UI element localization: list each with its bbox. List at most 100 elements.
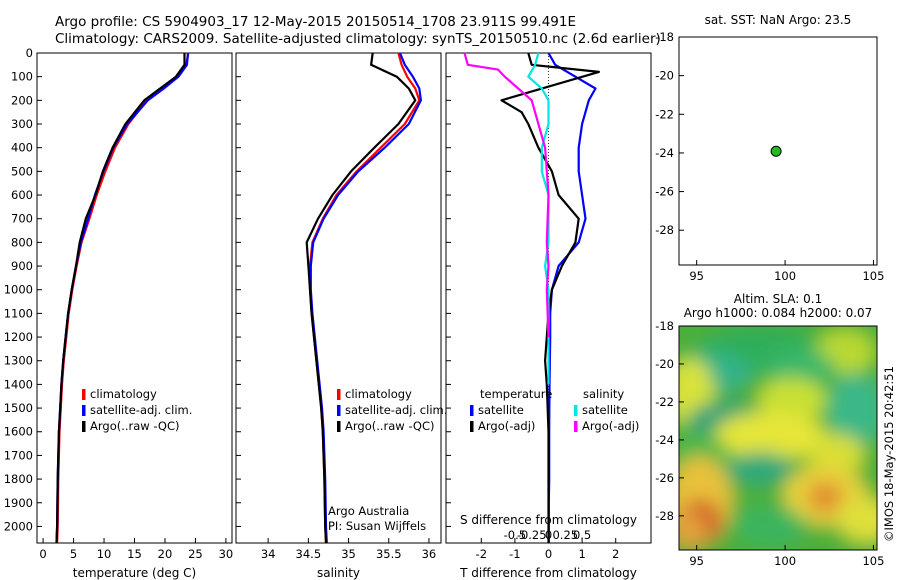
difference-legend-swatch — [574, 405, 578, 416]
difference-legend-label: satellite — [582, 403, 628, 417]
difference-xtick-label: 1 — [578, 547, 585, 561]
sla-heatmap-blob — [726, 452, 794, 484]
difference-s-tick-label: 0.5 — [573, 528, 591, 542]
temperature-ytick-label: 500 — [11, 164, 33, 178]
temperature-ytick-label: 100 — [11, 70, 33, 84]
salinity-legend-swatch — [337, 421, 341, 432]
sla_map-xtick-label: 95 — [689, 554, 704, 568]
sla-heatmap-blob — [679, 512, 708, 548]
salinity-xlabel: salinity — [317, 566, 360, 580]
timestamp-watermark: ©IMOS 18-May-2015 20:42:51 — [882, 366, 896, 542]
difference-legend-label: Argo(-adj) — [478, 419, 535, 433]
salinity-legend-label: Argo(..raw -QC) — [345, 419, 435, 433]
difference-s-tick-label: -0.25 — [517, 528, 547, 542]
salinity-series-0 — [308, 52, 421, 544]
temperature-xtick-label: 25 — [188, 547, 203, 561]
sla-heatmap-blob — [838, 498, 877, 542]
temperature-xtick-label: 10 — [97, 547, 112, 561]
sla_map-ytick-label: -24 — [655, 433, 674, 447]
temperature-ytick-label: 1200 — [4, 330, 33, 344]
sla_map-ytick-label: -20 — [655, 357, 674, 371]
sla-heatmap-blob — [828, 374, 877, 446]
sst-map-title: sat. SST: NaN Argo: 23.5 — [705, 13, 852, 27]
difference-legend-swatch — [574, 421, 578, 432]
salinity-xtick-label: 34 — [261, 547, 276, 561]
salinity-xtick-label: 34.5 — [296, 547, 322, 561]
temperature-frame — [36, 52, 233, 544]
difference-s-tick-label: 0.25 — [552, 528, 578, 542]
sst_map-ytick-label: -18 — [655, 30, 674, 44]
sla_map-ytick-label: -28 — [655, 509, 674, 523]
temperature-ytick-label: 1700 — [4, 448, 33, 462]
temperature-ytick-label: 1500 — [4, 401, 33, 415]
sla-map-title-line-1: Altim. SLA: 0.1 — [734, 292, 822, 306]
difference-xtick-label: -1 — [509, 547, 520, 561]
sla_map-ytick-label: -26 — [655, 471, 674, 485]
sla-map-title-line-2: Argo h1000: 0.084 h2000: 0.07 — [684, 306, 873, 320]
temperature-ytick-label: 300 — [11, 117, 33, 131]
difference-legend-heading: temperature — [480, 387, 552, 401]
temperature-ytick-label: 1400 — [4, 377, 33, 391]
difference-legend-label: satellite — [478, 403, 524, 417]
temperature-ytick-label: 1600 — [4, 425, 33, 439]
temperature-ytick-label: 900 — [11, 259, 33, 273]
temperature-series-1 — [55, 52, 190, 544]
sst_map-xtick-label: 100 — [774, 269, 796, 283]
salinity-legend-swatch — [337, 405, 341, 416]
temperature-ytick-label: 1100 — [4, 306, 33, 320]
difference-legend-swatch — [470, 421, 474, 432]
sla_map-frame — [678, 325, 878, 551]
salinity-legend-label: climatology — [345, 387, 412, 401]
temperature-legend-swatch — [82, 421, 86, 432]
salinity-panel: 34 34.5 35 35.5 36 salinity climatology satelli… — [235, 52, 447, 580]
difference-series-3 — [463, 52, 550, 338]
salinity-xtick-label: 35 — [341, 547, 356, 561]
sla-heatmap-blob — [714, 412, 826, 460]
temperature-ytick-label: 2000 — [4, 519, 33, 533]
difference-xtick-label: -2 — [476, 547, 487, 561]
sla_map-ytick-label: -22 — [655, 395, 674, 409]
temperature-xlabel: temperature (deg C) — [73, 566, 196, 580]
temperature-ytick-label: 800 — [11, 235, 33, 249]
temperature-ytick-label: 1900 — [4, 496, 33, 510]
temperature-xtick-label: 30 — [219, 547, 234, 561]
float-position-marker — [770, 145, 782, 157]
difference-top-label: S difference from climatology — [460, 513, 637, 527]
header-line-1: Argo profile: CS 5904903_17 12-May-2015 … — [55, 14, 576, 30]
difference-legend-label: Argo(-adj) — [582, 419, 639, 433]
temperature-xtick-label: 15 — [127, 547, 142, 561]
sla-heatmap-blob — [734, 506, 806, 546]
temperature-series-2 — [55, 53, 186, 544]
difference-xlabel: T difference from climatology — [459, 566, 637, 580]
salinity-series-2 — [305, 52, 417, 544]
sla-heatmap-field — [679, 326, 877, 550]
salinity-xtick-label: 35.5 — [376, 547, 402, 561]
difference-s-tick-label: -0.5 — [504, 528, 526, 542]
temperature-ytick-label: 700 — [11, 212, 33, 226]
difference-s-tick-label: 0 — [545, 528, 552, 542]
sst_map-ytick-label: -20 — [655, 69, 674, 83]
temperature-xtick-label: 5 — [70, 547, 77, 561]
sst_map-ytick-label: -26 — [655, 185, 674, 199]
sla_map-ytick-label: -18 — [655, 319, 674, 333]
sla_map-xtick-label: 100 — [774, 554, 796, 568]
temperature-series-0 — [56, 52, 190, 544]
salinity-annotation: Argo Australia — [328, 504, 409, 518]
salinity-series-1 — [309, 52, 422, 544]
difference-legend-heading: salinity — [583, 387, 624, 401]
temperature-legend-swatch — [82, 389, 86, 400]
difference-series-1 — [500, 52, 601, 543]
salinity-legend-label: satellite-adj. clim. — [345, 403, 447, 417]
sst_map-frame — [678, 36, 878, 266]
salinity-xtick-label: 36 — [422, 547, 437, 561]
temperature-ytick-label: 1000 — [4, 283, 33, 297]
salinity-legend-swatch — [337, 389, 341, 400]
difference-legend-swatch — [470, 405, 474, 416]
sla-heatmap-blob — [807, 481, 843, 513]
temperature-legend-label: climatology — [90, 387, 157, 401]
sst_map-ytick-label: -28 — [655, 223, 674, 237]
salinity-annotation: PI: Susan Wijffels — [328, 519, 426, 533]
sla-heatmap-blob — [758, 378, 826, 422]
